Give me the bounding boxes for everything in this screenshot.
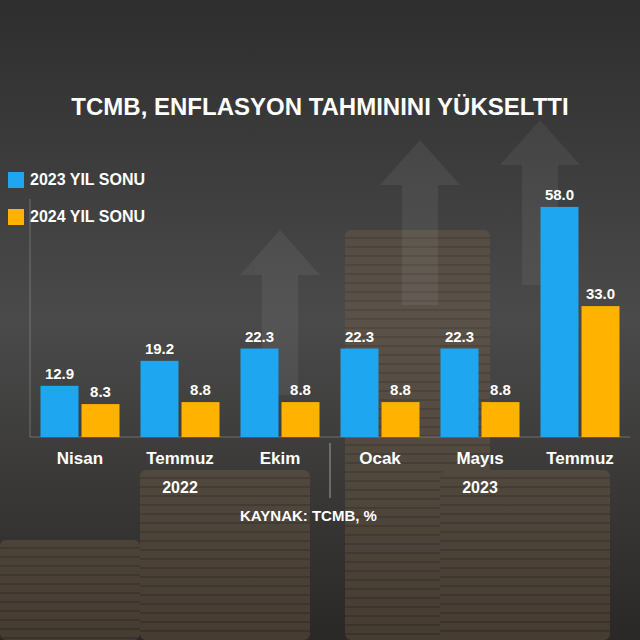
title: TCMB, ENFLASYON TAHMININI YÜKSELTTI [71,93,568,120]
coin-edge [345,346,490,347]
coin-edge [140,568,310,569]
data-label: 33.0 [586,285,615,302]
coin-edge [140,532,310,533]
bar [141,361,179,437]
coin-edge [140,550,310,551]
legend: 2023 YIL SONU 2024 YIL SONU [8,171,145,225]
coin-edge [0,557,140,558]
bar [282,402,320,437]
arrow-shape [380,140,460,305]
coin-edge [140,577,310,578]
coin-edge [0,575,140,576]
data-label: 12.9 [45,365,74,382]
coin-edge [0,629,140,630]
x-tick-label: Temmuz [546,449,614,468]
x-tick-label: Temmuz [146,449,214,468]
x-tick-label: Mayıs [456,449,503,468]
data-label: 58.0 [545,186,574,203]
coin-edge [345,445,490,446]
data-labels: 12.9 19.2 22.3 22.3 22.3 58.0 8.3 8.8 8.8 8.8 8.8 3… [45,186,615,400]
data-label: 19.2 [145,340,174,357]
coin-edge [0,566,140,567]
x-tick-label: Nisan [57,449,103,468]
y-axis-line [30,199,31,437]
legend-swatch [8,172,24,188]
bar [182,402,220,437]
bar [241,349,279,437]
coin-edge [0,638,140,639]
coin-edge [0,611,140,612]
coin-stack [140,470,310,640]
group-separator [330,443,331,498]
coin-edge [0,602,140,603]
bar [441,349,479,437]
bar [82,404,120,437]
coin-edge [0,584,140,585]
group-label: 2022 [162,479,198,496]
coin-edge [440,532,610,533]
data-label: 8.8 [290,381,311,398]
coin-edge [440,541,610,542]
coin-edge [140,559,310,560]
coin-edge [0,548,140,549]
data-label: 8.8 [490,381,511,398]
coin-stack [0,540,140,640]
coin-edge [140,595,310,596]
coin-edge [440,568,610,569]
bar [382,402,420,437]
source: KAYNAK: TCMB, % [240,507,377,524]
bar [582,306,620,437]
coin-edge [440,577,610,578]
coin-edge [140,586,310,587]
coin-edge [140,541,310,542]
coin-edge [0,620,140,621]
coin-edge [140,622,310,623]
legend-label: 2023 YIL SONU [30,171,145,188]
chart: TCMB, ENFLASYON TAHMININI YÜKSELTTI 2023 … [0,0,640,640]
coin-edge [440,613,610,614]
coin-edge [440,631,610,632]
coin-stack [440,470,610,640]
coin-edge [345,319,490,320]
coin-edge [345,310,490,311]
coin-edge [440,505,610,506]
coin-edge [440,586,610,587]
coin-edge [440,514,610,515]
coin-edge [440,604,610,605]
coin-edge [140,631,310,632]
bar [341,349,379,437]
coin-edge [0,593,140,594]
bar [482,402,520,437]
x-tick-label: Ocak [359,449,401,468]
x-tick-label: Ekim [260,449,301,468]
coin-edge [440,550,610,551]
decoration [0,230,610,640]
data-label: 22.3 [245,328,274,345]
x-axis-line [30,437,630,438]
data-label: 8.8 [190,381,211,398]
decoration-arrows [240,120,580,395]
background [0,0,640,640]
coin-edge [440,622,610,623]
coin-edge [440,523,610,524]
data-label: 8.3 [90,383,111,400]
bars [41,207,620,437]
bar [41,386,79,437]
data-label: 8.8 [390,381,411,398]
coin-edge [440,595,610,596]
coin-edge [440,559,610,560]
legend-swatch [8,209,24,225]
coin-edge [140,505,310,506]
coin-edge [140,604,310,605]
data-label: 22.3 [445,328,474,345]
coin-edge [140,613,310,614]
group-label: 2023 [462,479,498,496]
bar [541,207,579,437]
legend-label: 2024 YIL SONU [30,208,145,225]
data-label: 22.3 [345,328,374,345]
